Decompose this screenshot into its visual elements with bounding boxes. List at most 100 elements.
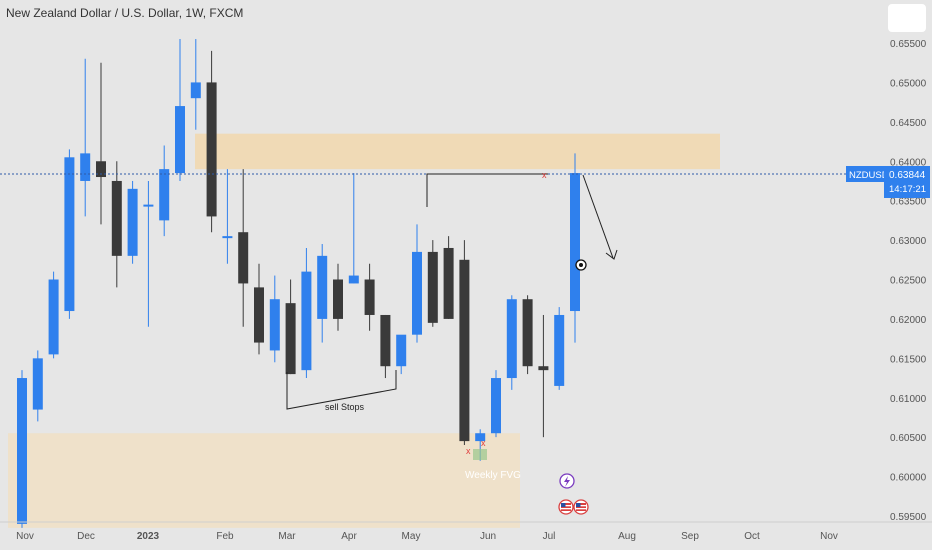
candle <box>396 334 407 375</box>
time-tick-label: Sep <box>681 531 699 542</box>
candle <box>570 153 580 343</box>
candle <box>48 271 59 359</box>
current-price-label: 0.63844 <box>889 170 926 181</box>
fvg-box <box>473 449 487 460</box>
candle <box>127 180 138 264</box>
candle <box>111 161 122 288</box>
candle-body <box>32 358 43 410</box>
candle-body <box>538 366 549 371</box>
time-tick-label: Jul <box>543 531 556 542</box>
time-tick-label: Feb <box>216 531 234 542</box>
high-reference-line <box>426 173 548 207</box>
time-tick-label: 2023 <box>137 531 160 542</box>
candle <box>159 145 170 237</box>
candle-body <box>80 153 91 181</box>
candle-body <box>443 247 454 319</box>
candle <box>412 224 422 343</box>
candle-body <box>190 82 201 99</box>
chart-settings-box[interactable] <box>888 4 926 32</box>
candle <box>285 279 296 375</box>
candle <box>506 295 517 390</box>
time-tick-label: Apr <box>341 531 357 542</box>
price-tick-label: 0.59500 <box>890 512 927 523</box>
sell-stops-label: sell Stops <box>325 402 365 412</box>
price-tick-label: 0.60000 <box>890 473 927 484</box>
supply-zone <box>195 133 720 170</box>
candle <box>459 240 470 446</box>
candle <box>254 263 264 355</box>
candle <box>143 180 154 327</box>
candle-body <box>491 378 501 434</box>
price-axis: 0.59500 0.60000 0.60500 0.61000 0.61500 0.620… <box>890 39 927 523</box>
candle <box>554 307 565 390</box>
candle <box>32 350 43 422</box>
price-tick-label: 0.61000 <box>890 394 927 405</box>
symbol-price-tag: NZDUSD 0.63844 14:17:21 <box>846 166 930 198</box>
price-tick-label: 0.60500 <box>890 433 927 444</box>
price-tick-label: 0.65000 <box>890 78 927 89</box>
candle <box>538 314 549 438</box>
candle-body <box>159 169 170 221</box>
time-tick-label: Aug <box>618 531 636 542</box>
eye-icon[interactable] <box>575 259 587 271</box>
candle <box>64 149 75 319</box>
candle-body <box>96 161 106 178</box>
candle <box>96 62 106 225</box>
candle-body <box>506 299 517 379</box>
x-marker-top: x <box>542 170 547 180</box>
price-tick-label: 0.64000 <box>890 157 927 168</box>
time-tick-label: Dec <box>77 531 95 542</box>
price-tick-label: 0.63500 <box>890 197 927 208</box>
candle <box>380 314 391 379</box>
candle-body <box>380 314 391 367</box>
candle-body <box>111 180 122 256</box>
sell-stops-line <box>286 370 397 410</box>
candle <box>190 39 201 130</box>
x-marker-left: x <box>466 446 471 456</box>
symbol-label: NZDUSD <box>849 170 889 181</box>
candle-body <box>238 232 249 284</box>
candle <box>491 370 501 438</box>
candle <box>348 173 359 284</box>
time-axis: Nov Dec 2023 Feb Mar Apr May Jun Jul Aug Sep Oct Nov <box>0 521 932 542</box>
annotation-lines-layer <box>0 173 846 460</box>
candle-body <box>64 157 75 312</box>
time-tick-label: Oct <box>744 531 760 542</box>
candle-body <box>222 236 233 239</box>
candle <box>522 295 533 375</box>
candle-body <box>269 299 280 351</box>
candle <box>443 236 454 319</box>
demand-zone <box>8 433 520 528</box>
candle-body <box>522 299 533 367</box>
time-tick-label: Mar <box>278 531 296 542</box>
candle <box>206 50 217 233</box>
price-tick-label: 0.65500 <box>890 39 927 50</box>
lightning-event-icon[interactable] <box>559 473 575 489</box>
time-tick-label: May <box>402 531 421 542</box>
candle <box>333 263 343 331</box>
candle <box>80 58 91 217</box>
chart-title: New Zealand Dollar / U.S. Dollar, 1W, FX… <box>6 6 244 20</box>
candles-layer <box>17 39 580 528</box>
us-flag-event-icon-2[interactable] <box>573 499 589 515</box>
candle-body <box>285 303 296 375</box>
projection-arrow-head <box>605 249 618 260</box>
candle-body <box>17 378 27 524</box>
candle-body <box>206 82 217 217</box>
candle-body <box>317 255 328 319</box>
candle-body <box>396 334 407 367</box>
candle <box>238 169 249 327</box>
candle-body <box>301 271 312 371</box>
candle <box>269 275 280 363</box>
candle <box>427 240 438 327</box>
candle-body <box>475 433 486 442</box>
time-tick-label: Nov <box>820 531 838 542</box>
price-tick-label: 0.62500 <box>890 276 927 287</box>
candle-body <box>364 279 375 315</box>
time-tick-label: Jun <box>480 531 496 542</box>
price-tick-label: 0.61500 <box>890 354 927 365</box>
zones-layer <box>8 133 720 528</box>
us-flag-event-icon[interactable] <box>558 499 574 515</box>
candle-body <box>459 259 470 442</box>
